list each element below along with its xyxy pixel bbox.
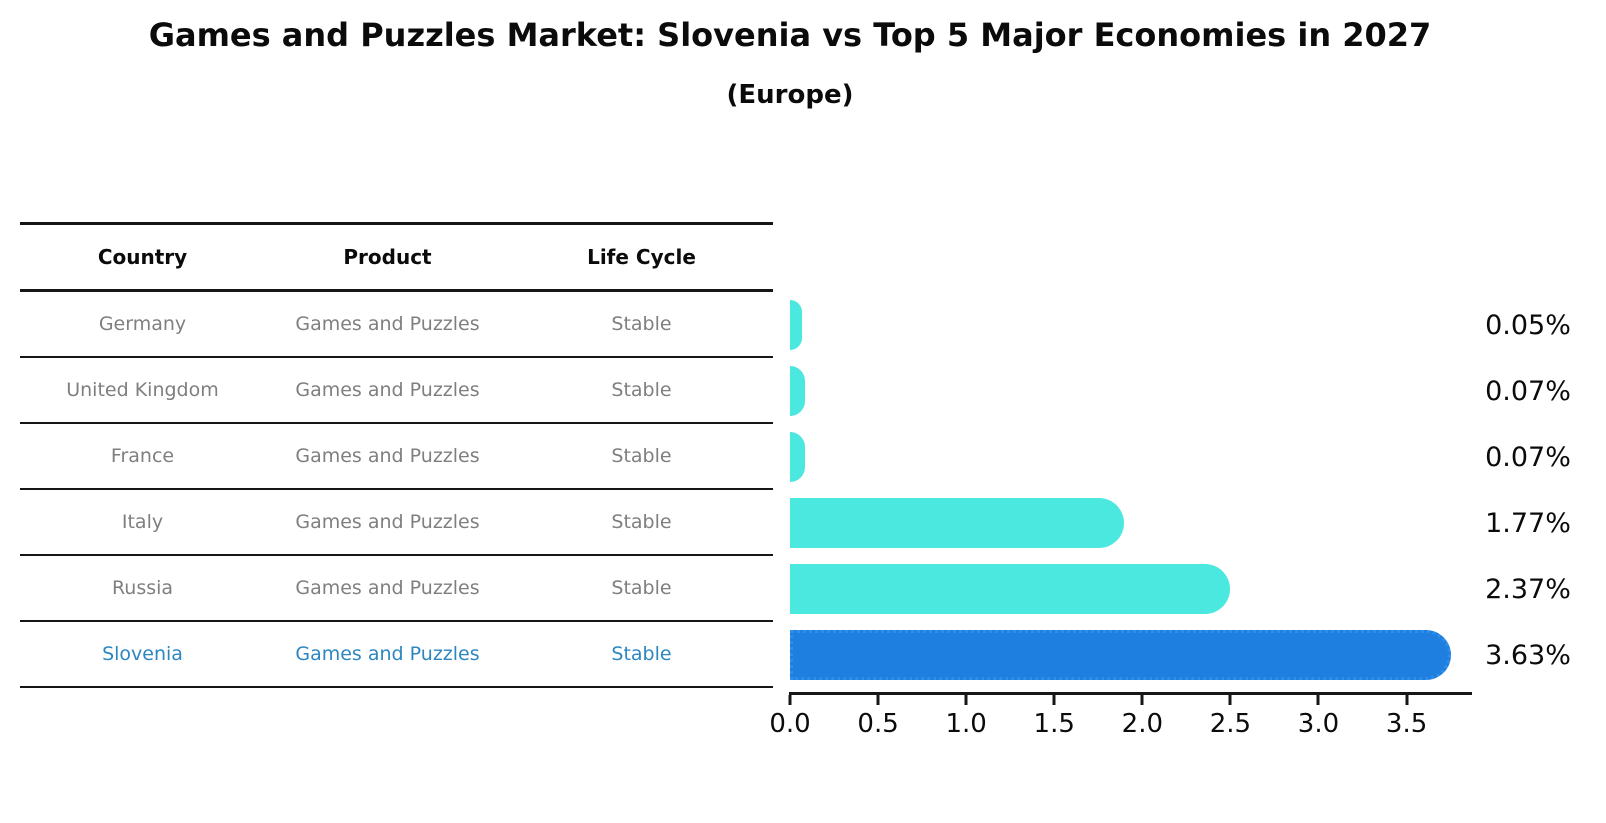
cell-product: Games and Puzzles — [295, 445, 480, 467]
cell-product: Games and Puzzles — [295, 577, 480, 599]
bar-row — [790, 556, 1470, 622]
table-row-slovenia: Slovenia Games and Puzzles Stable — [20, 622, 773, 688]
chart-subtitle: (Europe) — [726, 80, 854, 110]
bar-value-label: 0.07% — [1485, 441, 1571, 473]
cell-life-cycle: Stable — [611, 643, 672, 665]
cell-country: France — [110, 445, 175, 467]
column-header-life-cycle: Life Cycle — [587, 245, 696, 269]
bar-value-label: 1.77% — [1485, 507, 1571, 539]
x-axis-tick — [1228, 695, 1232, 705]
table-row-france: France Games and Puzzles Stable — [20, 424, 773, 490]
x-axis-tick-label: 3.5 — [1385, 709, 1428, 739]
x-axis-tick-label: 1.0 — [945, 709, 987, 739]
x-axis-tick — [1140, 695, 1144, 705]
bar-germany — [790, 300, 802, 350]
x-axis-tick-label: 2.0 — [1121, 709, 1164, 739]
x-axis-tick — [876, 695, 880, 705]
country-table: Country Product Life Cycle Germany Games … — [20, 222, 773, 688]
column-header-country: Country — [97, 245, 188, 269]
bar-russia — [790, 564, 1230, 614]
chart-title: Games and Puzzles Market: Slovenia vs To… — [148, 16, 1432, 54]
cell-life-cycle: Stable — [611, 313, 672, 335]
cell-product: Games and Puzzles — [295, 379, 480, 401]
cell-country: Germany — [98, 313, 187, 335]
bar-value-label: 3.63% — [1485, 639, 1571, 671]
x-axis-tick-label: 1.5 — [1033, 709, 1075, 739]
cell-country: Slovenia — [102, 643, 183, 665]
x-axis-tick-label: 0.5 — [857, 709, 899, 739]
bar-value-label: 0.07% — [1485, 375, 1571, 407]
cell-product: Games and Puzzles — [295, 313, 480, 335]
table-row-united-kingdom: United Kingdom Games and Puzzles Stable — [20, 358, 773, 424]
x-axis-tick — [1052, 695, 1056, 705]
x-axis-tick — [1316, 695, 1320, 705]
cell-life-cycle: Stable — [611, 379, 672, 401]
bar-row — [790, 424, 1470, 490]
bar-france — [790, 432, 806, 482]
table-header-row: Country Product Life Cycle — [20, 222, 773, 292]
bar-value-labels: 0.05% 0.07% 0.07% 1.77% 2.37% 3.63% — [1448, 292, 1606, 688]
x-axis-tick — [964, 695, 968, 705]
table-row-germany: Germany Games and Puzzles Stable — [20, 292, 773, 358]
bar-value-label: 0.05% — [1485, 309, 1571, 341]
cell-country: Russia — [111, 577, 174, 599]
table-body: Germany Games and Puzzles Stable United Kin… — [20, 292, 773, 688]
bar-united-kingdom — [790, 366, 806, 416]
x-axis-tick — [788, 695, 792, 705]
cell-life-cycle: Stable — [611, 577, 672, 599]
bar-chart-area — [790, 292, 1470, 688]
x-axis-tick-label: 2.5 — [1209, 709, 1252, 739]
table-row-italy: Italy Games and Puzzles Stable — [20, 490, 773, 556]
bar-italy — [790, 498, 1124, 548]
table-row-russia: Russia Games and Puzzles Stable — [20, 556, 773, 622]
x-axis-tick-label: 0.0 — [769, 709, 811, 739]
x-axis-ticks: 0.0 0.5 1.0 1.5 2.0 2.5 3.0 3.5 — [769, 695, 1470, 755]
cell-life-cycle: Stable — [611, 511, 672, 533]
bar-value-label: 2.37% — [1485, 573, 1571, 605]
cell-product: Games and Puzzles — [295, 511, 480, 533]
bar-row — [790, 358, 1470, 424]
bar-row — [790, 622, 1470, 688]
bar-row — [790, 490, 1470, 556]
cell-country: United Kingdom — [66, 379, 219, 401]
bar-row — [790, 292, 1470, 358]
cell-country: Italy — [121, 511, 164, 533]
column-header-product: Product — [343, 245, 432, 269]
cell-life-cycle: Stable — [611, 445, 672, 467]
bar-slovenia — [790, 630, 1452, 680]
x-axis-tick — [1405, 695, 1409, 705]
x-axis-line — [789, 692, 1472, 695]
cell-product: Games and Puzzles — [295, 643, 480, 665]
x-axis-tick-label: 3.0 — [1297, 709, 1340, 739]
